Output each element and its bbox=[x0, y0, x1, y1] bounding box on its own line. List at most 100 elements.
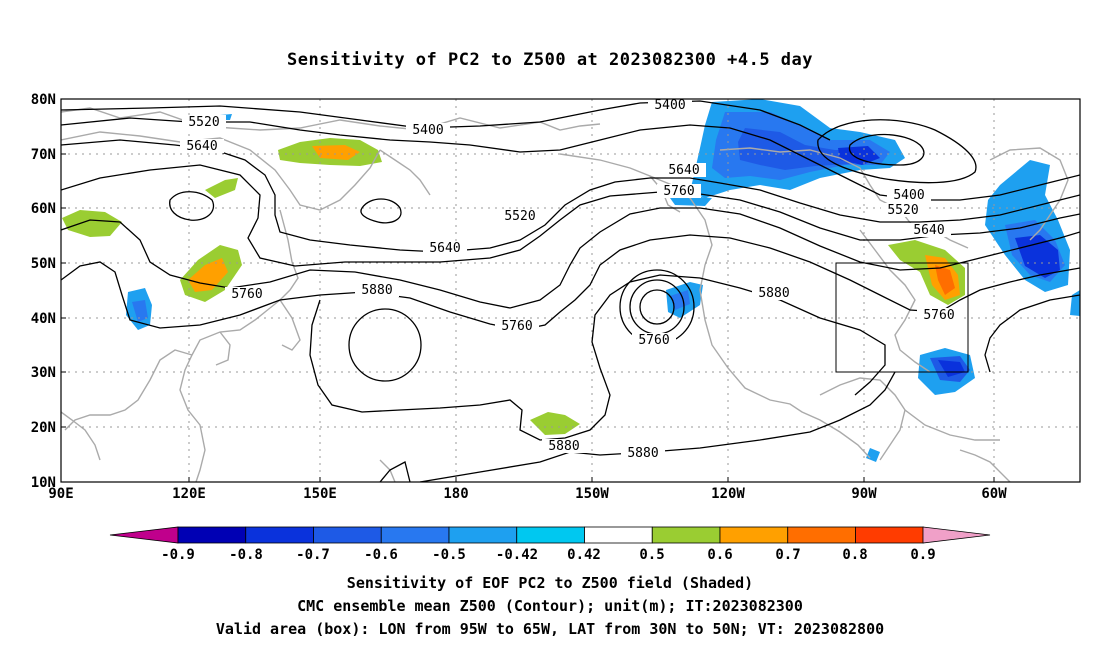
contour-label: 5760 bbox=[657, 184, 701, 199]
positive-sensitivity-patch bbox=[205, 178, 238, 198]
lat-label: 70N bbox=[31, 147, 56, 163]
colorbar-swatch bbox=[313, 526, 382, 544]
negative-sensitivity-patch bbox=[132, 300, 148, 322]
colorbar-swatch bbox=[448, 526, 518, 544]
contour-label: 5520 bbox=[182, 115, 226, 130]
negative-sensitivity-patch bbox=[838, 146, 880, 165]
contour-label: 5400 bbox=[887, 188, 931, 203]
lon-label: 180 bbox=[443, 486, 468, 502]
lat-label: 80N bbox=[31, 92, 56, 108]
lon-label: 150W bbox=[575, 486, 609, 502]
z500-contours bbox=[61, 100, 1080, 482]
contour-label: 5400 bbox=[406, 123, 450, 138]
contour-label: 5760 bbox=[495, 319, 539, 334]
positive-sensitivity-patch bbox=[188, 258, 228, 292]
lon-labels: 90E 120E 150E 180 150W 120W 90W 60W bbox=[48, 486, 1007, 502]
colorbar-tick-label: -0.42 bbox=[496, 547, 538, 563]
contour-label-text: 5640 bbox=[429, 241, 460, 256]
contour-label-text: 5880 bbox=[627, 446, 658, 461]
contour-label: 5880 bbox=[542, 439, 586, 454]
contour-label-text: 5400 bbox=[893, 188, 924, 203]
lat-lon-grid bbox=[61, 99, 1080, 482]
colorbar-tick-labels: -0.9 -0.8 -0.7 -0.6 -0.5 -0.42 0.42 0.5 … bbox=[161, 547, 936, 563]
lat-label: 30N bbox=[31, 365, 56, 381]
lon-label: 120W bbox=[711, 486, 745, 502]
contour-label-text: 5880 bbox=[548, 439, 579, 454]
negative-sensitivity-patch bbox=[1015, 235, 1060, 278]
lon-label: 90W bbox=[851, 486, 877, 502]
contour-label: 5760 bbox=[917, 308, 961, 323]
contour-label-text: 5760 bbox=[501, 319, 532, 334]
negative-sensitivity-patch bbox=[670, 196, 712, 206]
contour-label: 5760 bbox=[632, 333, 676, 348]
colorbar-tick-label: 0.5 bbox=[639, 547, 664, 563]
colorbar-tick-label: -0.5 bbox=[432, 547, 466, 563]
map-frame bbox=[60, 98, 1081, 483]
lat-axis bbox=[61, 98, 66, 483]
contour-label: 5640 bbox=[907, 223, 951, 238]
positive-sensitivity-patch bbox=[530, 412, 580, 435]
negative-sensitivity-patch bbox=[1070, 290, 1080, 316]
contour-label-text: 5760 bbox=[638, 333, 669, 348]
colorbar-tick-label: -0.9 bbox=[161, 547, 195, 563]
lat-label: 10N bbox=[31, 475, 56, 491]
caption-valid-area: Valid area (box): LON from 95W to 65W, L… bbox=[215, 620, 885, 638]
contour-label: 5760 bbox=[225, 287, 269, 302]
sensitivity-shading bbox=[62, 99, 1080, 462]
contour-label: 5400 bbox=[648, 98, 692, 113]
lon-label: 90E bbox=[48, 486, 73, 502]
contour-label-text: 5400 bbox=[654, 98, 685, 113]
contour-label: 5640 bbox=[662, 163, 706, 178]
colorbar-swatch bbox=[787, 526, 856, 544]
colorbar-tick-label: 0.8 bbox=[842, 547, 867, 563]
lon-axis bbox=[188, 477, 995, 482]
colorbar-tick-label: 0.7 bbox=[775, 547, 800, 563]
contour-label-text: 5880 bbox=[758, 286, 789, 301]
colorbar-swatch bbox=[855, 526, 924, 544]
contour-label: 5520 bbox=[498, 209, 542, 224]
lat-label: 40N bbox=[31, 311, 56, 327]
colorbar-tick-label: -0.8 bbox=[229, 547, 263, 563]
contour-labels: 5520 5640 5400 5400 5520 5640 5640 5760 … bbox=[180, 98, 961, 461]
map-area: 5520 5640 5400 5400 5520 5640 5640 5760 … bbox=[61, 98, 1080, 482]
colorbar: -0.9 -0.8 -0.7 -0.6 -0.5 -0.42 0.42 0.5 … bbox=[109, 526, 991, 563]
colorbar-tick-label: 0.9 bbox=[910, 547, 935, 563]
contour-label-text: 5640 bbox=[913, 223, 944, 238]
contour-label: 5640 bbox=[423, 241, 467, 256]
coastlines bbox=[61, 107, 1069, 482]
contour-label: 5880 bbox=[621, 446, 665, 461]
lat-label: 60N bbox=[31, 201, 56, 217]
positive-sensitivity-patch bbox=[935, 265, 955, 295]
contour-label-text: 5520 bbox=[887, 203, 918, 218]
contour-label-text: 5880 bbox=[361, 283, 392, 298]
contour-label-text: 5760 bbox=[663, 184, 694, 199]
map-title: Sensitivity of PC2 to Z500 at 2023082300… bbox=[286, 50, 813, 70]
colorbar-swatch bbox=[516, 526, 585, 544]
contour-label: 5520 bbox=[881, 203, 925, 218]
colorbar-swatch bbox=[651, 526, 721, 544]
contour-label: 5880 bbox=[752, 286, 796, 301]
valid-area-box bbox=[835, 262, 969, 373]
positive-sensitivity-patch bbox=[62, 210, 122, 237]
colorbar-tick-label: -0.6 bbox=[364, 547, 398, 563]
caption-contour: CMC ensemble mean Z500 (Contour); unit(m… bbox=[297, 597, 803, 615]
contour-label: 5640 bbox=[180, 139, 224, 154]
contour-label-text: 5640 bbox=[668, 163, 699, 178]
contour-label-text: 5760 bbox=[231, 287, 262, 302]
contour-label-text: 5400 bbox=[412, 123, 443, 138]
negative-sensitivity-patch bbox=[866, 448, 880, 462]
negative-sensitivity-patch bbox=[938, 360, 965, 377]
lon-label: 60W bbox=[981, 486, 1007, 502]
positive-sensitivity-patch bbox=[312, 145, 360, 160]
colorbar-swatch bbox=[177, 526, 247, 544]
negative-sensitivity-patch bbox=[670, 290, 690, 310]
lat-label: 50N bbox=[31, 256, 56, 272]
contour-label-text: 5520 bbox=[188, 115, 219, 130]
contour-label: 5880 bbox=[355, 283, 399, 298]
colorbar-left-triangle bbox=[109, 526, 179, 544]
lon-label: 120E bbox=[172, 486, 206, 502]
colorbar-tick-label: 0.42 bbox=[567, 547, 601, 563]
lon-label: 150E bbox=[303, 486, 337, 502]
contour-label-text: 5760 bbox=[923, 308, 954, 323]
